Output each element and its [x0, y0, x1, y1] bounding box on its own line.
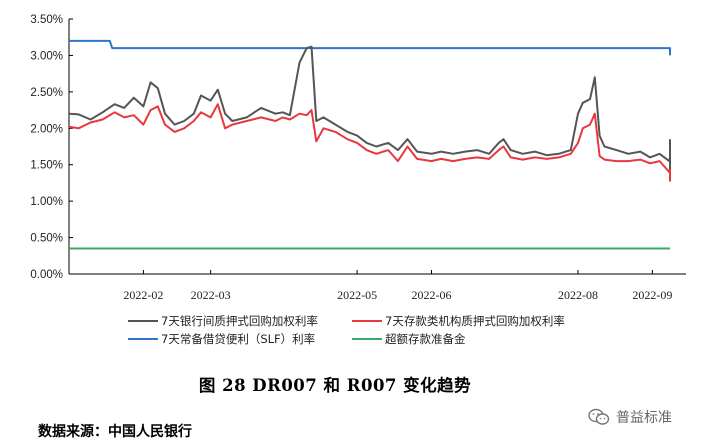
x-axis: 2022-02 2022-03 2022-05 2022-06 2022-08 2022-… [69, 270, 686, 302]
y-tick-label: 0.50% [30, 233, 63, 245]
series-line-3 [69, 39, 671, 56]
watermark: 普益标准 [588, 407, 672, 427]
y-tick-label: 2.50% [30, 87, 63, 99]
wechat-icon [588, 408, 610, 425]
watermark-text: 普益标准 [616, 410, 672, 426]
x-tick-label: 2022-08 [558, 288, 598, 302]
y-tick-label: 1.50% [30, 160, 63, 172]
y-tick-label: 0.00% [30, 269, 63, 281]
plot-lines [68, 39, 671, 250]
y-tick-label: 1.00% [30, 196, 63, 208]
y-tick-label: 3.50% [30, 14, 63, 26]
line-chart: 0.00% 0.50% 1.00% 1.50% 2.00% 2.50% 3.00% 3.50%… [30, 14, 686, 346]
legend-label: 超额存款准备金 [385, 332, 466, 346]
x-tick-label: 2022-02 [123, 288, 163, 302]
figure-title: 图 28 DR007 和 R007 变化趋势 [198, 376, 472, 395]
y-axis: 0.00% 0.50% 1.00% 1.50% 2.00% 2.50% 3.00% 3.50% [30, 14, 73, 281]
x-tick-label: 2022-09 [632, 288, 672, 302]
legend-label: 7天存款类机构质押式回购加权利率 [385, 314, 565, 328]
y-tick-label: 2.00% [30, 123, 63, 135]
source-note: 数据来源：中国人民银行 [38, 424, 192, 440]
legend-label: 7天银行间质押式回购加权利率 [161, 314, 318, 328]
y-tick-label: 3.00% [30, 50, 63, 62]
series-line-1 [68, 45, 671, 170]
x-tick-label: 2022-06 [412, 288, 452, 302]
x-tick-label: 2022-05 [337, 288, 377, 302]
series-line-2 [68, 103, 671, 182]
x-tick-label: 2022-03 [191, 288, 231, 302]
legend: 7天银行间质押式回购加权利率 7天存款类机构质押式回购加权利率 7天常备借贷便利（S… [128, 314, 565, 346]
legend-label: 7天常备借贷便利（SLF）利率 [161, 332, 315, 346]
